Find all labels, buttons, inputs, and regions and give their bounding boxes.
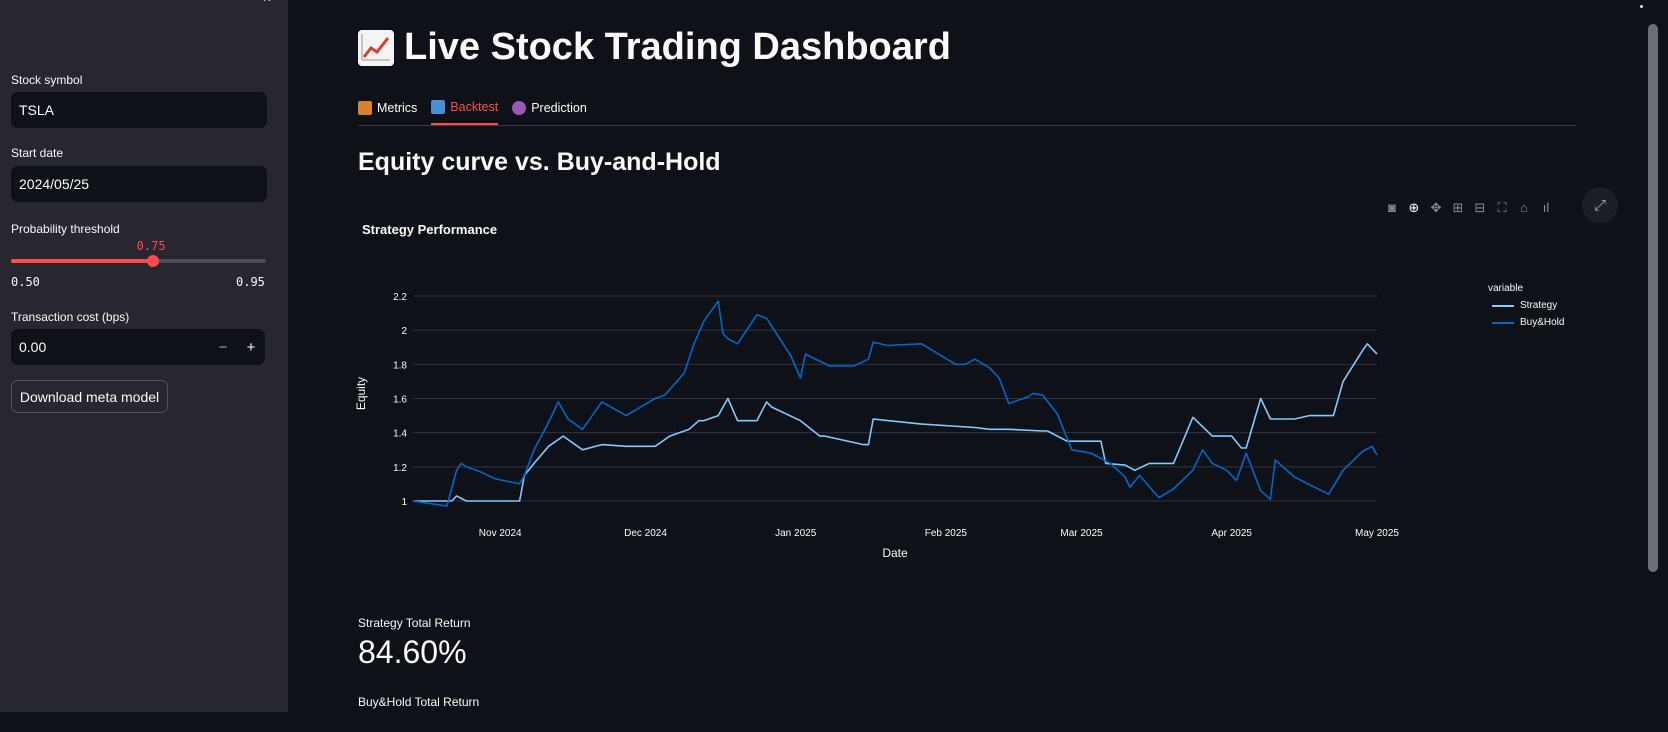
- close-sidebar-icon[interactable]: ⌃: [260, 0, 274, 13]
- legend-item-strategy[interactable]: Strategy: [1488, 300, 1564, 311]
- slider-max-label: 0.95: [236, 275, 265, 289]
- increment-button[interactable]: +: [246, 338, 256, 356]
- y-tick-label: 1.8: [393, 360, 407, 371]
- y-tick-label: 1: [401, 497, 407, 508]
- zoom-icon[interactable]: ⊕: [1408, 200, 1420, 215]
- buyhold-return-label: Buy&Hold Total Return: [358, 695, 480, 709]
- slider-current-value: 0.75: [136, 239, 166, 253]
- camera-icon[interactable]: ◙: [1388, 200, 1396, 215]
- crystal-ball-icon: [512, 100, 527, 115]
- zoom-out-icon[interactable]: ⊟: [1474, 200, 1486, 215]
- y-tick-label: 1.2: [393, 463, 407, 474]
- legend-swatch-buyhold: [1492, 321, 1514, 324]
- tab-label-backtest: Backtest: [450, 99, 499, 114]
- probability-threshold-label: Probability threshold: [11, 222, 120, 236]
- y-tick-label: 1.4: [393, 429, 407, 440]
- abacus-icon: [358, 100, 372, 115]
- sidebar: ⌃ Stock symbol TSLA Start date 2024/05/2…: [0, 0, 288, 712]
- plotly-logo-icon[interactable]: ıl: [1542, 200, 1550, 215]
- menu-dot: [1640, 5, 1643, 8]
- legend-label-strategy: Strategy: [1520, 300, 1558, 311]
- section-title: Equity curve vs. Buy-and-Hold: [358, 148, 721, 176]
- decrement-button[interactable]: −: [218, 338, 228, 356]
- x-axis-title: Date: [882, 546, 908, 560]
- page-title-text: Live Stock Trading Dashboard: [404, 26, 951, 68]
- x-tick-label: Dec 2024: [624, 528, 667, 539]
- start-date-label: Start date: [11, 146, 64, 160]
- start-date-value: 2024/05/25: [19, 176, 90, 192]
- equity-chart[interactable]: 1 1.2 1.4 1.6 1.8 2 2.2 Nov 2024 Dec 2024 Jan 202…: [355, 260, 1485, 570]
- strategy-return-value: 84.60%: [358, 634, 467, 670]
- slider-min-label: 0.50: [11, 275, 40, 289]
- tab-label-prediction: Prediction: [531, 100, 587, 115]
- tab-metrics[interactable]: Metrics: [358, 94, 417, 125]
- chart-legend: variable Strategy Buy&Hold: [1488, 283, 1564, 328]
- page-title: Live Stock Trading Dashboard: [358, 26, 951, 69]
- y-axis-title: Equity: [355, 377, 368, 410]
- series-line-strategy: [413, 343, 1378, 502]
- y-tick-label: 2: [401, 326, 407, 337]
- chart-toolbar: ◙ ⊕ ✥ ⊞ ⊟ ⛶ ⌂ ıl: [1384, 200, 1554, 216]
- legend-swatch-strategy: [1492, 304, 1514, 307]
- legend-title: variable: [1488, 283, 1524, 294]
- legend-item-buyhold[interactable]: Buy&Hold: [1488, 317, 1564, 328]
- tab-bar: Metrics Backtest Prediction: [358, 94, 1576, 126]
- autoscale-icon[interactable]: ⛶: [1497, 200, 1507, 215]
- pan-icon[interactable]: ✥: [1430, 200, 1442, 215]
- x-tick-label: May 2025: [1355, 528, 1399, 539]
- x-tick-label: Nov 2024: [479, 528, 522, 539]
- tab-label-metrics: Metrics: [377, 100, 418, 115]
- slider-thumb[interactable]: [146, 255, 159, 267]
- slider-fill: [11, 259, 153, 263]
- start-date-input[interactable]: 2024/05/25: [11, 166, 267, 202]
- legend-label-buyhold: Buy&Hold: [1520, 317, 1565, 328]
- reset-axes-icon[interactable]: ⌂: [1520, 200, 1528, 215]
- y-tick-label: 1.6: [393, 395, 407, 406]
- tab-backtest[interactable]: Backtest: [431, 94, 499, 125]
- y-tick-label: 2.2: [393, 292, 407, 303]
- strategy-return-label: Strategy Total Return: [358, 616, 471, 630]
- zoom-in-icon[interactable]: ⊞: [1452, 200, 1464, 215]
- stock-symbol-input[interactable]: TSLA: [11, 92, 267, 128]
- probability-slider[interactable]: [11, 255, 266, 267]
- bar-chart-icon: [431, 99, 446, 114]
- transaction-cost-input[interactable]: 0.00: [19, 339, 47, 355]
- transaction-cost-stepper: 0.00 − +: [11, 329, 265, 365]
- x-tick-label: Feb 2025: [925, 528, 968, 539]
- series-line-buyhold: [412, 300, 1378, 507]
- x-tick-label: Apr 2025: [1211, 528, 1252, 539]
- scrollbar[interactable]: [1648, 24, 1658, 572]
- tab-prediction[interactable]: Prediction: [512, 94, 587, 125]
- transaction-cost-label: Transaction cost (bps): [11, 310, 130, 324]
- stock-symbol-value: TSLA: [19, 102, 55, 118]
- fullscreen-icon[interactable]: ⤢: [1582, 187, 1618, 223]
- chart-title: Strategy Performance: [362, 222, 498, 237]
- stock-symbol-label: Stock symbol: [11, 73, 83, 87]
- x-tick-label: Jan 2025: [775, 528, 817, 539]
- x-tick-label: Mar 2025: [1060, 528, 1103, 539]
- download-meta-model-button[interactable]: Download meta model: [11, 380, 168, 413]
- chart-increasing-icon: [358, 29, 394, 66]
